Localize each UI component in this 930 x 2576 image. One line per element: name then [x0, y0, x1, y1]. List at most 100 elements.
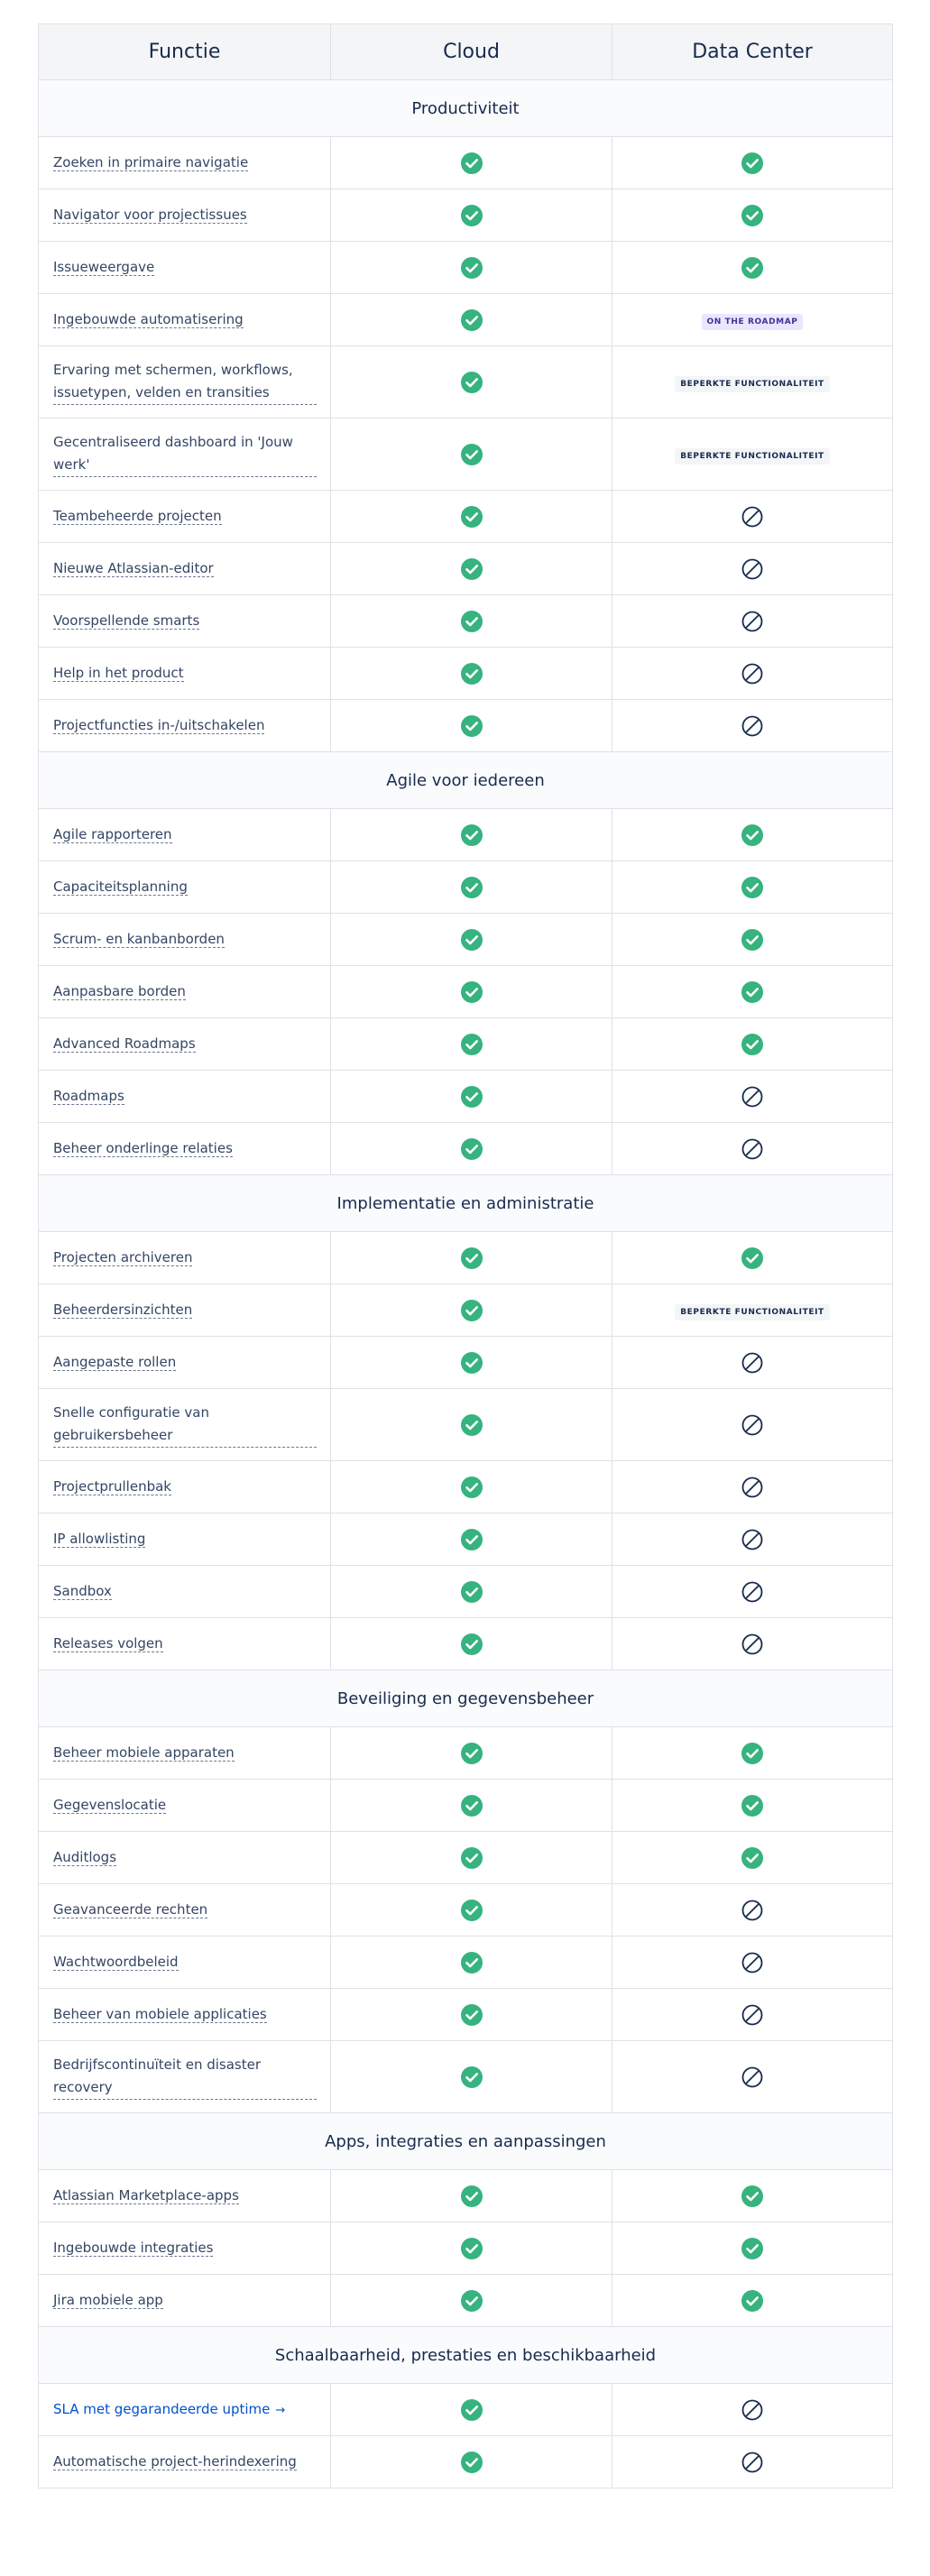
table-row: Agile rapporteren — [38, 808, 893, 861]
check-circle-icon — [460, 443, 483, 465]
feature-label-tooltip-trigger[interactable]: Sandbox — [53, 1583, 112, 1600]
feature-label-tooltip-trigger[interactable]: Geavanceerde rechten — [53, 1901, 208, 1918]
check-circle-icon — [460, 256, 483, 279]
cloud-cell — [330, 1779, 612, 1832]
cloud-cell — [330, 1726, 612, 1780]
feature-label-tooltip-trigger[interactable]: Navigator voor projectissues — [53, 207, 247, 224]
table-row: Navigator voor projectissues — [38, 189, 893, 242]
data-center-cell — [612, 1936, 893, 1989]
feature-label-tooltip-trigger[interactable]: Atlassian Marketplace-apps — [53, 2187, 239, 2204]
data-center-cell — [612, 1565, 893, 1618]
check-circle-icon — [460, 1794, 483, 1817]
feature-label-tooltip-trigger[interactable]: Scrum- en kanbanborden — [53, 931, 225, 948]
feature-label-tooltip-trigger[interactable]: Auditlogs — [53, 1849, 117, 1866]
feature-name-cell: Aanpasbare borden — [38, 965, 331, 1018]
feature-label-tooltip-trigger[interactable]: Bedrijfscontinuïteit en disaster recover… — [53, 2054, 317, 2100]
feature-label-tooltip-trigger[interactable]: Nieuwe Atlassian-editor — [53, 560, 214, 577]
table-row: Zoeken in primaire navigatie — [38, 136, 893, 189]
check-circle-icon — [741, 256, 763, 279]
feature-label-tooltip-trigger[interactable]: Projectprullenbak — [53, 1478, 171, 1495]
table-row: Projecten archiveren — [38, 1231, 893, 1284]
check-circle-icon — [460, 505, 483, 528]
cloud-cell — [330, 1460, 612, 1513]
check-circle-icon — [460, 1742, 483, 1764]
cloud-cell — [330, 965, 612, 1018]
feature-name-cell: Ervaring met schermen, workflows, issuet… — [38, 345, 331, 419]
cloud-cell — [330, 1231, 612, 1284]
feature-label-tooltip-trigger[interactable]: Snelle configuratie van gebruikersbeheer — [53, 1402, 317, 1448]
feature-label-tooltip-trigger[interactable]: Gecentraliseerd dashboard in 'Jouw werk' — [53, 431, 317, 477]
table-row: Scrum- en kanbanborden — [38, 913, 893, 966]
cloud-cell — [330, 647, 612, 700]
check-circle-icon — [741, 204, 763, 226]
feature-name-cell: Nieuwe Atlassian-editor — [38, 542, 331, 595]
table-row: Projectfuncties in-/uitschakelen — [38, 699, 893, 752]
feature-label-tooltip-trigger[interactable]: Releases volgen — [53, 1635, 163, 1652]
feature-label-tooltip-trigger[interactable]: Ervaring met schermen, workflows, issuet… — [53, 359, 317, 405]
not-available-icon — [741, 2004, 763, 2025]
cloud-cell — [330, 808, 612, 861]
feature-label-tooltip-trigger[interactable]: Ingebouwde integraties — [53, 2240, 214, 2257]
feature-label-tooltip-trigger[interactable]: Gegevenslocatie — [53, 1797, 167, 1814]
feature-label-tooltip-trigger[interactable]: Ingebouwde automatisering — [53, 311, 244, 328]
feature-label-tooltip-trigger[interactable]: Beheer van mobiele applicaties — [53, 2006, 267, 2023]
table-row: Ingebouwde automatisering ON THE ROADMAP — [38, 293, 893, 346]
feature-label-tooltip-trigger[interactable]: Projecten archiveren — [53, 1249, 193, 1266]
feature-label-tooltip-trigger[interactable]: Advanced Roadmaps — [53, 1035, 196, 1053]
check-circle-icon — [741, 876, 763, 898]
feature-label-tooltip-trigger[interactable]: Beheer mobiele apparaten — [53, 1744, 235, 1762]
check-circle-icon — [460, 2003, 483, 2026]
check-circle-icon — [460, 928, 483, 951]
table-row: Beheer van mobiele applicaties — [38, 1988, 893, 2041]
check-circle-icon — [460, 2398, 483, 2421]
table-row: Geavanceerde rechten — [38, 1883, 893, 1937]
table-row: Ingebouwde integraties — [38, 2222, 893, 2275]
cloud-cell — [330, 1513, 612, 1566]
data-center-cell — [612, 699, 893, 752]
table-row: IP allowlisting — [38, 1513, 893, 1566]
feature-label-tooltip-trigger[interactable]: Voorspellende smarts — [53, 612, 200, 630]
feature-label-tooltip-trigger[interactable]: Jira mobiele app — [53, 2292, 163, 2309]
data-center-cell — [612, 2274, 893, 2327]
check-circle-icon — [460, 1247, 483, 1269]
cloud-cell — [330, 1617, 612, 1670]
feature-label-tooltip-trigger[interactable]: Automatische project-herindexering — [53, 2453, 297, 2470]
cloud-cell — [330, 1283, 612, 1337]
feature-label-tooltip-trigger[interactable]: Beheerdersinzichten — [53, 1302, 193, 1319]
check-circle-icon — [741, 980, 763, 1003]
cloud-cell — [330, 594, 612, 648]
check-circle-icon — [460, 980, 483, 1003]
table-row: Voorspellende smarts — [38, 594, 893, 648]
table-row: Bedrijfscontinuïteit en disaster recover… — [38, 2040, 893, 2113]
feature-label-tooltip-trigger[interactable]: Aanpasbare borden — [53, 983, 186, 1000]
check-circle-icon — [460, 823, 483, 846]
check-circle-icon — [460, 1413, 483, 1436]
data-center-cell — [612, 1070, 893, 1123]
table-row: Capaciteitsplanning — [38, 860, 893, 914]
table-row: Ervaring met schermen, workflows, issuet… — [38, 345, 893, 419]
table-row: SLA met gegarandeerde uptime → — [38, 2383, 893, 2436]
data-center-cell — [612, 1779, 893, 1832]
feature-label-tooltip-trigger[interactable]: Capaciteitsplanning — [53, 879, 188, 896]
feature-label-tooltip-trigger[interactable]: Issueweergave — [53, 259, 155, 276]
section-title: Agile voor iedereen — [38, 751, 893, 809]
section-title: Apps, integraties en aanpassingen — [38, 2112, 893, 2170]
feature-label-tooltip-trigger[interactable]: Aangepaste rollen — [53, 1354, 177, 1371]
feature-label-tooltip-trigger[interactable]: Help in het product — [53, 665, 184, 682]
section-header-row: Implementatie en administratie — [38, 1174, 893, 1232]
feature-label-tooltip-trigger[interactable]: Zoeken in primaire navigatie — [53, 154, 249, 171]
feature-label-tooltip-trigger[interactable]: Agile rapporteren — [53, 826, 172, 843]
feature-label-tooltip-trigger[interactable]: Teambeheerde projecten — [53, 508, 222, 525]
section-title: Beveiliging en gegevensbeheer — [38, 1670, 893, 1727]
feature-label-tooltip-trigger[interactable]: Wachtwoordbeleid — [53, 1954, 179, 1971]
feature-label-tooltip-trigger[interactable]: Beheer onderlinge relaties — [53, 1140, 233, 1157]
header-cloud: Cloud — [330, 23, 612, 80]
table-row: Atlassian Marketplace-apps — [38, 2169, 893, 2222]
not-available-icon — [741, 715, 763, 736]
feature-label-tooltip-trigger[interactable]: Roadmaps — [53, 1088, 124, 1105]
feature-label-tooltip-trigger[interactable]: Projectfuncties in-/uitschakelen — [53, 717, 265, 734]
feature-link[interactable]: SLA met gegarandeerde uptime → — [53, 2401, 285, 2417]
cloud-cell — [330, 2435, 612, 2489]
feature-label-tooltip-trigger[interactable]: IP allowlisting — [53, 1531, 146, 1548]
data-center-cell: BEPERKTE FUNCTIONALITEIT — [612, 1283, 893, 1337]
